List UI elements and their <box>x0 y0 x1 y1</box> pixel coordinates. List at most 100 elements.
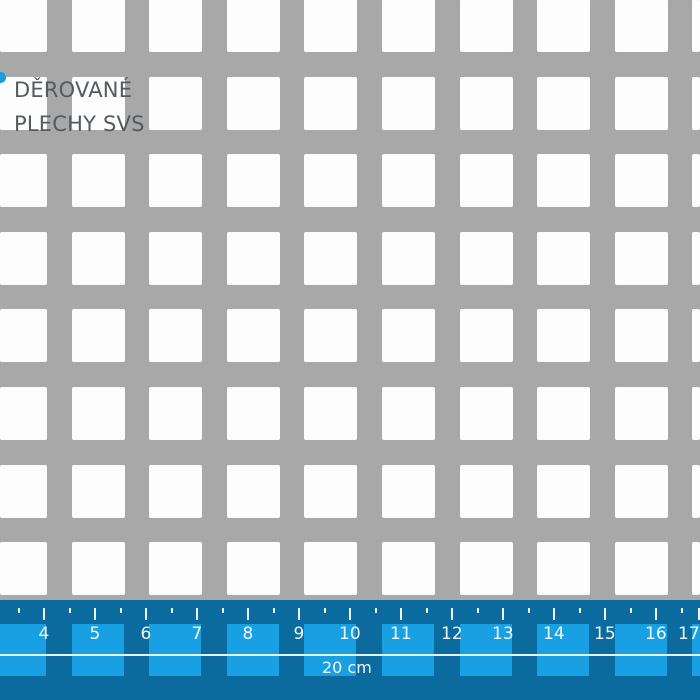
perforation-hole <box>304 309 358 363</box>
perforation-hole <box>226 542 280 596</box>
perforation-hole <box>614 542 668 596</box>
ruler-minor-tick <box>18 608 20 613</box>
perforation-hole <box>226 387 280 440</box>
perforation-hole <box>537 76 591 130</box>
perforation-hole <box>614 387 668 440</box>
perforation-hole <box>459 387 513 440</box>
perforation-hole <box>382 154 435 208</box>
ruler-minor-tick <box>579 608 581 613</box>
ruler-hole <box>0 624 46 676</box>
perforation-hole <box>692 76 700 130</box>
perforation-hole <box>459 542 513 596</box>
ruler-major-tick <box>298 608 300 620</box>
perforation-hole <box>149 154 203 208</box>
perforation-hole <box>304 76 358 130</box>
ruler-hole <box>614 624 667 676</box>
perforation-hole <box>71 154 125 208</box>
perforation-hole <box>149 0 203 52</box>
ruler-hole <box>382 624 434 676</box>
perforation-hole <box>459 464 513 518</box>
ruler-line <box>0 654 700 656</box>
ruler-number: 7 <box>191 624 203 644</box>
ruler-major-tick <box>145 608 147 620</box>
perforation-hole <box>537 464 591 518</box>
perforation-hole <box>0 154 47 208</box>
perforation-hole <box>0 542 47 596</box>
ruler-major-tick <box>451 608 453 620</box>
perforation-hole <box>692 542 700 596</box>
ruler-major-tick <box>502 608 504 620</box>
perforation-hole <box>382 231 435 285</box>
perforation-hole <box>71 0 125 52</box>
perforation-hole <box>382 0 435 52</box>
perforation-hole <box>226 0 280 52</box>
perforation-hole <box>304 231 358 285</box>
ruler-number: 9 <box>293 624 305 644</box>
ruler-number: 5 <box>89 624 101 644</box>
ruler-number: 11 <box>390 624 412 644</box>
ruler-minor-tick <box>528 608 530 613</box>
perforation-hole <box>692 464 700 518</box>
perforation-hole <box>459 154 513 208</box>
perforation-hole <box>537 0 591 52</box>
ruler: 20 cm 4 5 6 7 8 9 10 11 12 13 14 15 16 17 <box>0 600 700 700</box>
ruler-major-tick <box>349 608 351 620</box>
ruler-minor-tick <box>477 608 479 613</box>
perforation-hole <box>304 542 358 596</box>
perforation-hole <box>692 387 700 440</box>
perforation-hole <box>226 309 280 363</box>
perforation-hole <box>149 464 203 518</box>
logo-line-2: PLECHY SVS <box>14 112 145 136</box>
perforation-hole <box>692 231 700 285</box>
perforation-hole <box>226 464 280 518</box>
ruler-hole <box>71 624 124 676</box>
ruler-minor-tick <box>324 608 326 613</box>
perforation-hole <box>382 309 435 363</box>
ruler-number: 17 <box>678 624 700 644</box>
ruler-major-tick <box>43 608 45 620</box>
logo-dot-icon <box>0 72 6 83</box>
ruler-number: 8 <box>242 624 254 644</box>
perforation-hole <box>0 387 47 440</box>
perforation-hole <box>459 231 513 285</box>
ruler-minor-tick <box>69 608 71 613</box>
perforation-hole <box>614 231 668 285</box>
ruler-number: 12 <box>441 624 463 644</box>
perforation-hole <box>0 0 47 52</box>
ruler-minor-tick <box>375 608 377 613</box>
perforation-hole <box>382 387 435 440</box>
ruler-number: 16 <box>645 624 667 644</box>
ruler-number: 10 <box>339 624 361 644</box>
ruler-major-tick <box>94 608 96 620</box>
perforation-hole <box>614 309 668 363</box>
ruler-hole <box>537 624 590 676</box>
perforation-hole <box>149 309 203 363</box>
ruler-minor-tick <box>120 608 122 613</box>
perforation-hole <box>226 231 280 285</box>
perforation-hole <box>692 154 700 208</box>
perforation-hole <box>226 154 280 208</box>
ruler-hole <box>149 624 202 676</box>
ruler-number: 13 <box>492 624 514 644</box>
ruler-number: 14 <box>543 624 565 644</box>
perforation-hole <box>382 542 435 596</box>
perforation-hole <box>614 76 668 130</box>
ruler-hole <box>304 624 357 676</box>
perforation-hole <box>304 387 358 440</box>
perforation-hole <box>614 464 668 518</box>
logo-line-1: DĚROVANÉ <box>14 78 133 102</box>
perforation-hole <box>537 542 591 596</box>
ruler-minor-tick <box>630 608 632 613</box>
perforation-hole <box>149 231 203 285</box>
perforation-hole <box>149 387 203 440</box>
ruler-number: 15 <box>594 624 616 644</box>
perforation-hole <box>304 0 358 52</box>
ruler-minor-tick <box>171 608 173 613</box>
perforation-hole <box>537 231 591 285</box>
ruler-hole <box>692 624 700 676</box>
perforation-hole <box>382 76 435 130</box>
perforation-hole <box>0 309 47 363</box>
ruler-major-tick <box>196 608 198 620</box>
perforation-hole <box>149 76 203 130</box>
perforation-hole <box>304 154 358 208</box>
